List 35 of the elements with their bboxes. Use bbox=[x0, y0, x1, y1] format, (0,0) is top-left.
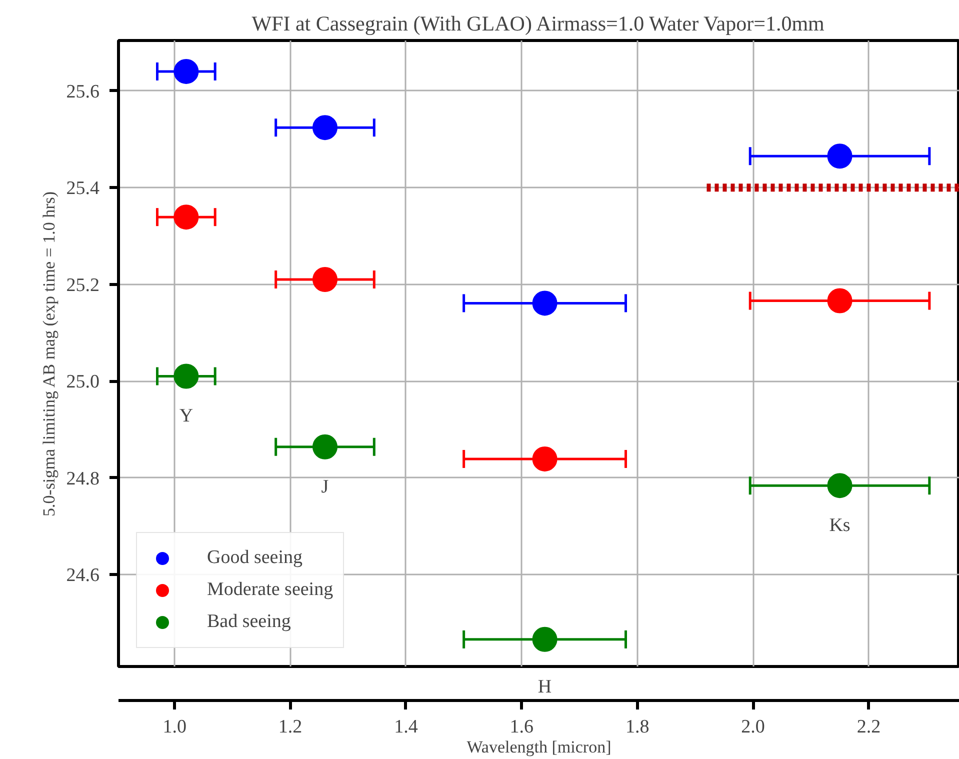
annotation: J bbox=[321, 476, 329, 498]
point bbox=[532, 290, 558, 316]
chart-title: WFI at Cassegrain (With GLAO) Airmass=1.0 Water Vapor=1.0mm bbox=[252, 12, 824, 36]
y-tick-label: 25.4 bbox=[66, 178, 100, 200]
y-tick-label: 24.6 bbox=[66, 565, 100, 586]
x-tick-label: 1.6 bbox=[510, 716, 534, 738]
point bbox=[827, 144, 852, 169]
point bbox=[827, 473, 852, 498]
point bbox=[174, 364, 199, 389]
x-tick-label: 1.4 bbox=[394, 716, 418, 738]
text: H bbox=[538, 676, 552, 698]
legend-label: Good seeing bbox=[207, 547, 303, 569]
legend-label: Bad seeing bbox=[207, 611, 291, 633]
point bbox=[312, 267, 338, 292]
y-axis-title: 5.0-sigma limiting AB mag (exp time = 1.0 hrs) bbox=[39, 191, 58, 516]
x-tick-label: 1.2 bbox=[278, 716, 302, 738]
legend-label: Moderate seeing bbox=[207, 579, 334, 601]
point bbox=[312, 115, 338, 140]
y-tick-label: 25.2 bbox=[66, 274, 100, 296]
x-tick-label: 1.0 bbox=[162, 716, 186, 738]
point bbox=[174, 58, 199, 84]
y-tick-label: 25.0 bbox=[66, 372, 100, 393]
y-tick-label: 25.6 bbox=[66, 81, 100, 102]
annotation: Y bbox=[179, 406, 194, 427]
point bbox=[174, 204, 199, 230]
x-tick-label: 2.2 bbox=[856, 716, 881, 738]
point bbox=[532, 626, 558, 652]
x-axis-title: Wavelength [micron] bbox=[466, 738, 612, 756]
point bbox=[827, 288, 852, 314]
y-tick-label: 24.8 bbox=[66, 468, 100, 490]
annotation: Ks bbox=[829, 515, 850, 536]
x-tick-label: 2.0 bbox=[741, 716, 765, 738]
x-tick-label: 1.8 bbox=[625, 716, 650, 738]
point bbox=[532, 446, 558, 472]
point bbox=[312, 434, 338, 460]
